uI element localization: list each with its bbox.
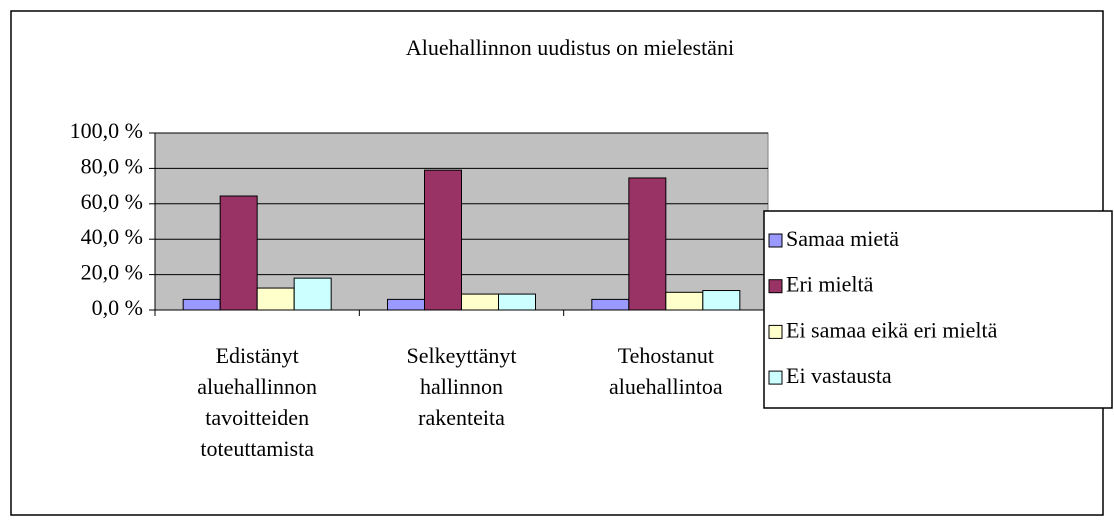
legend-swatch	[768, 370, 783, 385]
legend-label: Ei vastausta	[786, 363, 892, 388]
legend-label: Ei samaa eikä eri mieltä	[786, 317, 998, 342]
y-tick-label: 80,0 %	[81, 153, 143, 178]
x-tick-label: Selkeyttänyt hallinnon rakenteita	[406, 343, 517, 430]
x-tick-label: Tehostanut aluehallintoa	[609, 343, 723, 399]
bar	[461, 293, 499, 311]
y-tick-label: 0,0 %	[92, 295, 143, 320]
bar	[182, 298, 221, 311]
legend-swatch	[768, 233, 783, 248]
bar	[424, 169, 462, 311]
bar	[256, 287, 295, 311]
bar	[628, 177, 667, 311]
legend-label: Samaa mietä	[786, 226, 899, 251]
bar	[591, 298, 630, 311]
y-tick-label: 100,0 %	[70, 118, 143, 143]
bar	[702, 290, 741, 311]
legend-label: Eri mieltä	[786, 272, 874, 297]
bar	[387, 298, 425, 311]
legend	[763, 210, 1113, 409]
y-tick-label: 40,0 %	[81, 224, 143, 249]
x-tick-label: Edistänyt aluehallinnon tavoitteiden tot…	[197, 343, 318, 461]
bar	[665, 291, 704, 311]
y-tick-label: 20,0 %	[81, 260, 143, 285]
legend-swatch	[768, 279, 783, 294]
bar	[219, 195, 258, 311]
chart-title: Aluehallinnon uudistus on mielestäni	[406, 35, 734, 60]
bar	[498, 293, 536, 311]
y-tick-label: 60,0 %	[81, 189, 143, 214]
legend-swatch	[768, 324, 783, 339]
bar	[293, 277, 332, 311]
